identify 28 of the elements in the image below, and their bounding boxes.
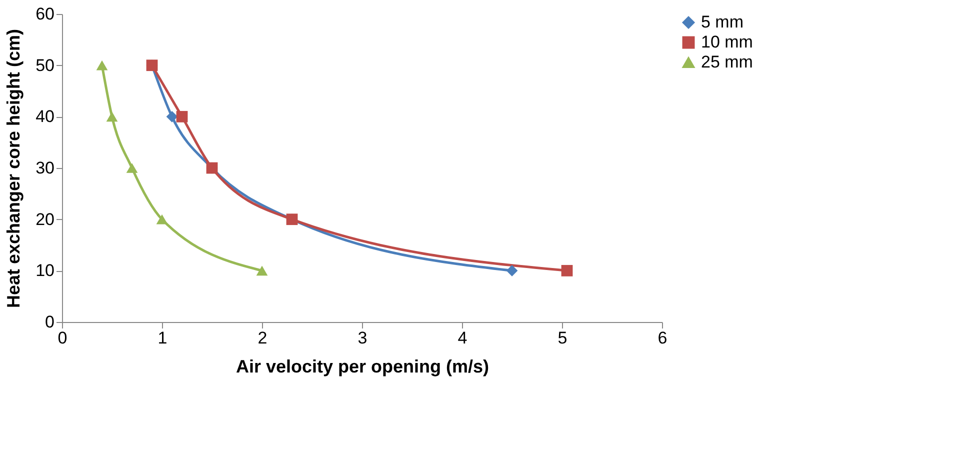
legend-label: 25 mm — [701, 52, 753, 72]
y-tick-label: 40 — [36, 107, 54, 126]
y-tick-label: 30 — [36, 158, 54, 178]
point — [176, 110, 188, 122]
x-tick-label: 0 — [58, 328, 68, 348]
point — [126, 163, 138, 173]
x-axis-title: Air velocity per opening (m/s) — [236, 356, 490, 376]
y-tick-label: 20 — [36, 210, 54, 229]
x-tick-label: 4 — [458, 328, 468, 348]
x-tick-label: 3 — [358, 328, 368, 348]
point — [96, 60, 108, 70]
x-tick-label: 6 — [658, 328, 668, 348]
point — [256, 266, 268, 276]
x-tick-label: 2 — [258, 328, 268, 348]
legend-label: 10 mm — [701, 32, 753, 52]
y-tick-label: 60 — [36, 4, 54, 24]
legend-label: 5 mm — [701, 12, 744, 32]
point — [166, 110, 178, 122]
y-tick-label: 10 — [36, 261, 54, 280]
y-tick-label: 0 — [45, 312, 54, 332]
point — [156, 214, 168, 224]
y-axis-title: Heat exchanger core height (cm) — [4, 28, 24, 308]
x-tick-label: 5 — [558, 328, 568, 348]
point — [506, 264, 518, 276]
point — [561, 264, 573, 276]
x-tick-label: 1 — [158, 328, 168, 348]
point — [106, 112, 118, 122]
y-tick-label: 50 — [36, 56, 54, 75]
